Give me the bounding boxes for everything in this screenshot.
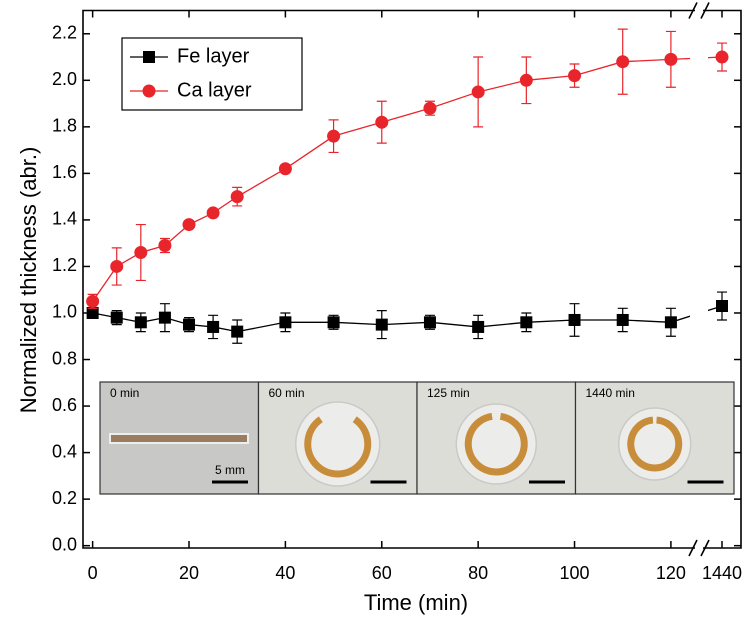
axis-break-mark: [688, 539, 710, 557]
y-tick-label: 0.8: [52, 348, 77, 368]
axis-frame: [82, 9, 742, 549]
marker: [327, 316, 340, 329]
y-tick-label: 1.6: [52, 162, 77, 182]
marker: [664, 52, 678, 66]
marker: [134, 245, 148, 259]
sample-ring: [464, 412, 528, 476]
marker: [158, 239, 172, 253]
y-tick-label: 1.2: [52, 255, 77, 275]
marker: [278, 162, 292, 176]
y-tick-label: 1.0: [52, 302, 77, 322]
legend-box: [121, 37, 303, 111]
inset-label: 1440 min: [586, 386, 635, 400]
legend-marker: [142, 84, 156, 98]
marker: [375, 115, 389, 129]
marker: [231, 325, 244, 338]
inset-panel: 0 min 5 mm 60 min 125 min 1440 min: [99, 381, 735, 495]
y-tick-label: 0.2: [52, 488, 77, 508]
marker: [520, 316, 533, 329]
x-tick-label: 120: [656, 563, 686, 583]
x-tick-label: 40: [275, 563, 295, 583]
axis-break-mark: [688, 2, 710, 19]
marker: [134, 316, 147, 329]
x-tick-label: 100: [560, 563, 590, 583]
marker: [207, 320, 220, 333]
y-tick-label: 1.4: [52, 209, 77, 229]
y-tick-label: 1.8: [52, 116, 77, 136]
inset-label: 125 min: [427, 386, 470, 400]
sample-ring: [627, 416, 683, 472]
x-tick-label: 0: [88, 563, 98, 583]
marker: [568, 313, 581, 326]
marker: [715, 50, 729, 64]
legend-marker: [143, 51, 155, 63]
y-tick-label: 2.0: [52, 69, 77, 89]
marker: [110, 311, 123, 324]
x-tick-label: 1440: [702, 563, 742, 583]
inset-label: 60 min: [269, 386, 305, 400]
marker: [423, 101, 437, 115]
x-axis-title: Time (min): [364, 590, 468, 615]
marker: [568, 69, 582, 83]
marker: [182, 218, 196, 232]
marker: [279, 316, 292, 329]
marker: [230, 190, 244, 204]
legend-label: Ca layer: [177, 79, 252, 101]
marker: [423, 316, 436, 329]
sample-strip: [109, 433, 249, 444]
marker: [206, 206, 220, 220]
marker: [110, 259, 124, 273]
scale-label: 5 mm: [215, 463, 245, 477]
marker: [471, 85, 485, 99]
x-tick-label: 80: [468, 563, 488, 583]
marker: [86, 294, 100, 308]
y-tick-label: 0.0: [52, 534, 77, 554]
y-tick-label: 0.6: [52, 395, 77, 415]
x-tick-label: 60: [372, 563, 392, 583]
legend-label: Fe layer: [177, 45, 250, 67]
y-tick-label: 2.2: [52, 23, 77, 43]
marker: [519, 73, 533, 87]
marker: [616, 55, 630, 69]
marker: [86, 306, 99, 319]
marker: [716, 300, 728, 313]
sample-ring: [304, 416, 372, 478]
y-tick-label: 0.4: [52, 441, 77, 461]
marker: [472, 320, 485, 333]
marker: [158, 311, 171, 324]
x-tick-label: 20: [179, 563, 199, 583]
marker: [616, 313, 629, 326]
marker: [375, 318, 388, 331]
marker: [183, 318, 196, 331]
y-axis-title: Normalized thickness (abr.): [16, 147, 41, 414]
inset-label: 0 min: [110, 386, 139, 400]
marker: [664, 316, 677, 329]
marker: [327, 129, 341, 143]
